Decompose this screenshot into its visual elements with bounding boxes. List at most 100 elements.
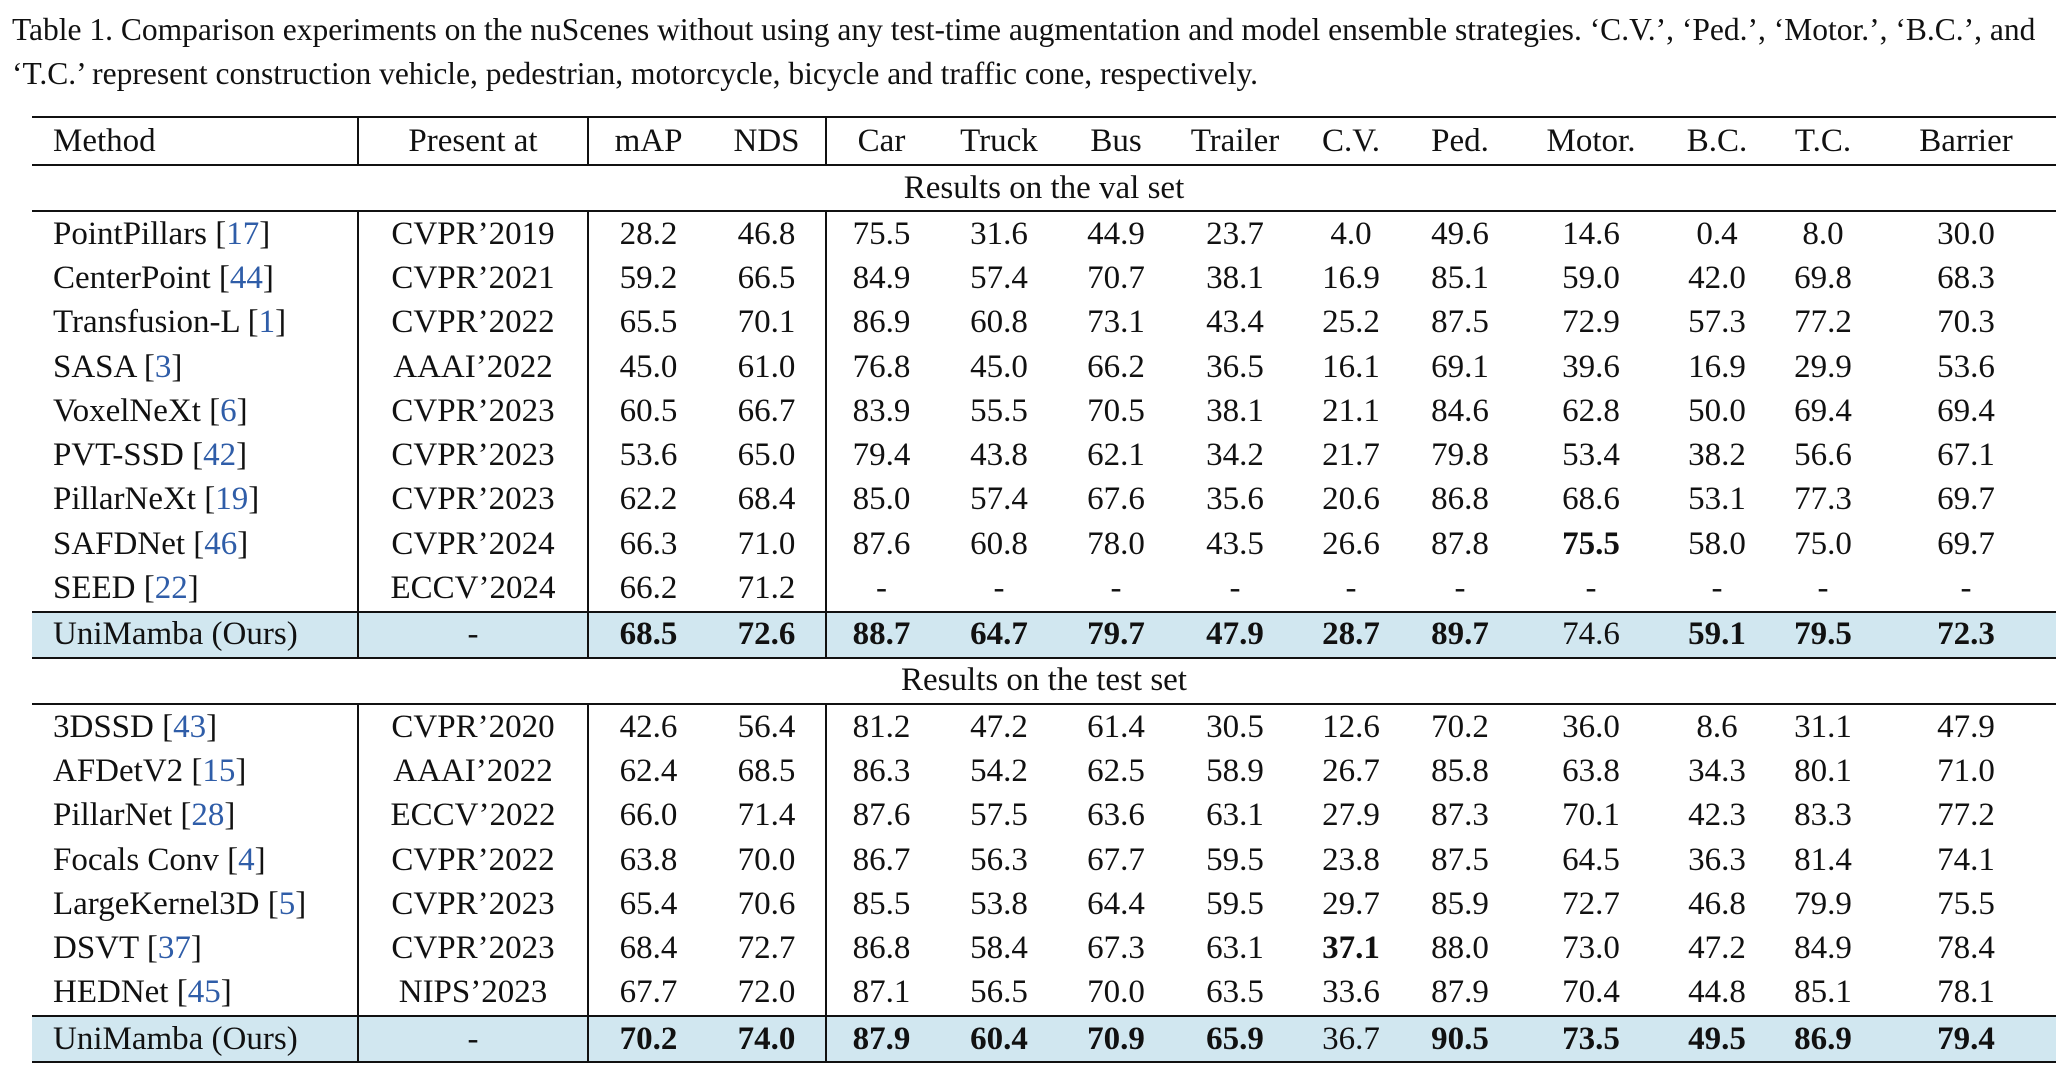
value-cell: 49.6 — [1431, 215, 1489, 252]
method-name: PillarNet — [53, 797, 173, 834]
table-body: Results on the val set PointPillars [17] C… — [32, 165, 2056, 1063]
value-cell: 84.9 — [852, 259, 911, 296]
venue-cell: CVPR’2020 — [358, 703, 589, 750]
method-cell: SASA [3] — [32, 344, 359, 390]
value-cell: 60.8 — [970, 304, 1028, 341]
value-cell: 86.7 — [852, 841, 911, 878]
citation-link[interactable]: 37 — [157, 930, 191, 967]
value-cell: 27.9 — [1322, 797, 1380, 834]
table-row: HEDNet [45] NIPS’2023 67.7 72.0 87.1 56.5 70.0… — [32, 970, 2056, 1017]
table-row: VoxelNeXt [6] CVPR’2023 60.5 66.7 83.9 55.5 70… — [32, 389, 2056, 434]
value-cell: 85.5 — [852, 885, 911, 922]
value-cell: 71.2 — [708, 566, 827, 612]
venue-cell: - — [358, 1016, 589, 1063]
value-cell: 67.7 — [1087, 841, 1145, 878]
value-cell: 69.8 — [1794, 259, 1852, 296]
column-header: Method — [32, 117, 359, 165]
value-cell: 58.9 — [1206, 752, 1264, 789]
column-header: C.V. — [1321, 122, 1381, 159]
value-cell: 53.6 — [619, 437, 678, 474]
venue-cell: NIPS’2023 — [358, 970, 589, 1017]
citation-link[interactable]: 44 — [229, 259, 263, 296]
venue-cell: CVPR’2019 — [358, 211, 589, 257]
value-cell: 43.5 — [1206, 525, 1264, 562]
citation-link[interactable]: 42 — [203, 437, 237, 474]
value-cell: 30.5 — [1206, 708, 1264, 745]
table-caption: Table 1. Comparison experiments on the n… — [12, 12, 2036, 91]
method-name: SEED — [53, 570, 136, 607]
citation-link[interactable]: 19 — [215, 481, 249, 518]
value-cell: 87.1 — [852, 974, 911, 1011]
citation-link[interactable]: 15 — [202, 752, 236, 789]
value-cell: 26.7 — [1322, 752, 1380, 789]
value-cell: 62.4 — [619, 752, 678, 789]
column-header: mAP — [614, 122, 683, 159]
citation-link[interactable]: 28 — [191, 797, 225, 834]
value-cell: 46.8 — [1688, 885, 1746, 922]
value-cell: 53.8 — [970, 885, 1028, 922]
column-header: Truck — [960, 122, 1038, 159]
value-cell: 62.1 — [1087, 437, 1145, 474]
value-cell: 66.5 — [708, 256, 827, 301]
value-cell: 44.9 — [1087, 215, 1145, 252]
value-cell: 71.4 — [708, 793, 827, 838]
value-cell: 72.9 — [1562, 304, 1620, 341]
value-cell: 87.6 — [852, 797, 911, 834]
citation-link[interactable]: 46 — [204, 525, 238, 562]
table-row: UniMamba (Ours) -68.5 72.6 88.7 64.7 79.7 47.9… — [32, 611, 2056, 658]
citation-link[interactable]: 45 — [187, 974, 221, 1011]
value-cell: 69.4 — [1937, 392, 1995, 429]
value-cell: 66.2 — [619, 570, 678, 607]
value-cell: 47.2 — [1688, 930, 1746, 967]
results-table: Method Present at mAP NDS Car Truck Bus Trailer… — [32, 116, 2056, 1063]
method-name: 3DSSD — [53, 708, 154, 745]
value-cell: 85.8 — [1431, 752, 1489, 789]
citation-link[interactable]: 1 — [258, 304, 276, 341]
venue-cell: CVPR’2023 — [358, 389, 589, 434]
method-cell: AFDetV2 [15] — [32, 749, 359, 794]
value-cell: 70.0 — [1087, 974, 1145, 1011]
value-cell: 70.2 — [1431, 708, 1489, 745]
value-cell: 86.8 — [1431, 481, 1489, 518]
value-cell: - — [1711, 570, 1723, 607]
value-cell: 87.5 — [1431, 841, 1489, 878]
value-cell: 86.3 — [852, 752, 911, 789]
value-cell: 63.6 — [1087, 797, 1145, 834]
method-name: UniMamba (Ours) — [53, 616, 298, 653]
value-cell: 78.0 — [1087, 525, 1145, 562]
value-cell: 73.1 — [1087, 304, 1145, 341]
value-cell: 16.9 — [1688, 348, 1746, 385]
value-cell: 12.6 — [1322, 708, 1380, 745]
value-cell: 56.4 — [708, 703, 827, 750]
value-cell: 66.0 — [619, 797, 678, 834]
value-cell: 81.2 — [852, 708, 911, 745]
value-cell: 76.8 — [852, 348, 911, 385]
value-cell: 68.5 — [708, 749, 827, 794]
value-cell: 72.7 — [708, 926, 827, 971]
value-cell: 71.0 — [708, 522, 827, 567]
citation-link[interactable]: 6 — [220, 392, 237, 429]
value-cell: 47.9 — [1937, 708, 1995, 745]
citation-link[interactable]: 5 — [278, 885, 296, 922]
value-cell: 4.0 — [1330, 215, 1372, 252]
value-cell: 73.5 — [1518, 1016, 1664, 1063]
value-cell: 63.1 — [1206, 797, 1264, 834]
value-cell: 62.8 — [1562, 392, 1620, 429]
citation-link[interactable]: 3 — [154, 348, 172, 385]
value-cell: 0.4 — [1696, 215, 1738, 252]
table-row: SEED [22] ECCV’2024 66.2 71.2 - - - - - - - - - - — [32, 566, 2056, 612]
value-cell: 38.2 — [1688, 437, 1746, 474]
value-cell: 77.3 — [1794, 481, 1852, 518]
value-cell: 16.9 — [1322, 259, 1380, 296]
value-cell: 30.0 — [1937, 215, 1995, 252]
value-cell: 65.9 — [1170, 1016, 1300, 1063]
citation-link[interactable]: 17 — [226, 215, 260, 252]
citation-link[interactable]: 43 — [173, 708, 207, 745]
citation-link[interactable]: 22 — [154, 570, 188, 607]
value-cell: 59.5 — [1206, 841, 1264, 878]
method-cell: LargeKernel3D [5] — [32, 882, 359, 927]
method-name: AFDetV2 — [53, 752, 184, 789]
value-cell: 68.3 — [1937, 259, 1995, 296]
method-cell: PillarNeXt [19] — [32, 477, 359, 523]
citation-link[interactable]: 4 — [238, 841, 255, 878]
